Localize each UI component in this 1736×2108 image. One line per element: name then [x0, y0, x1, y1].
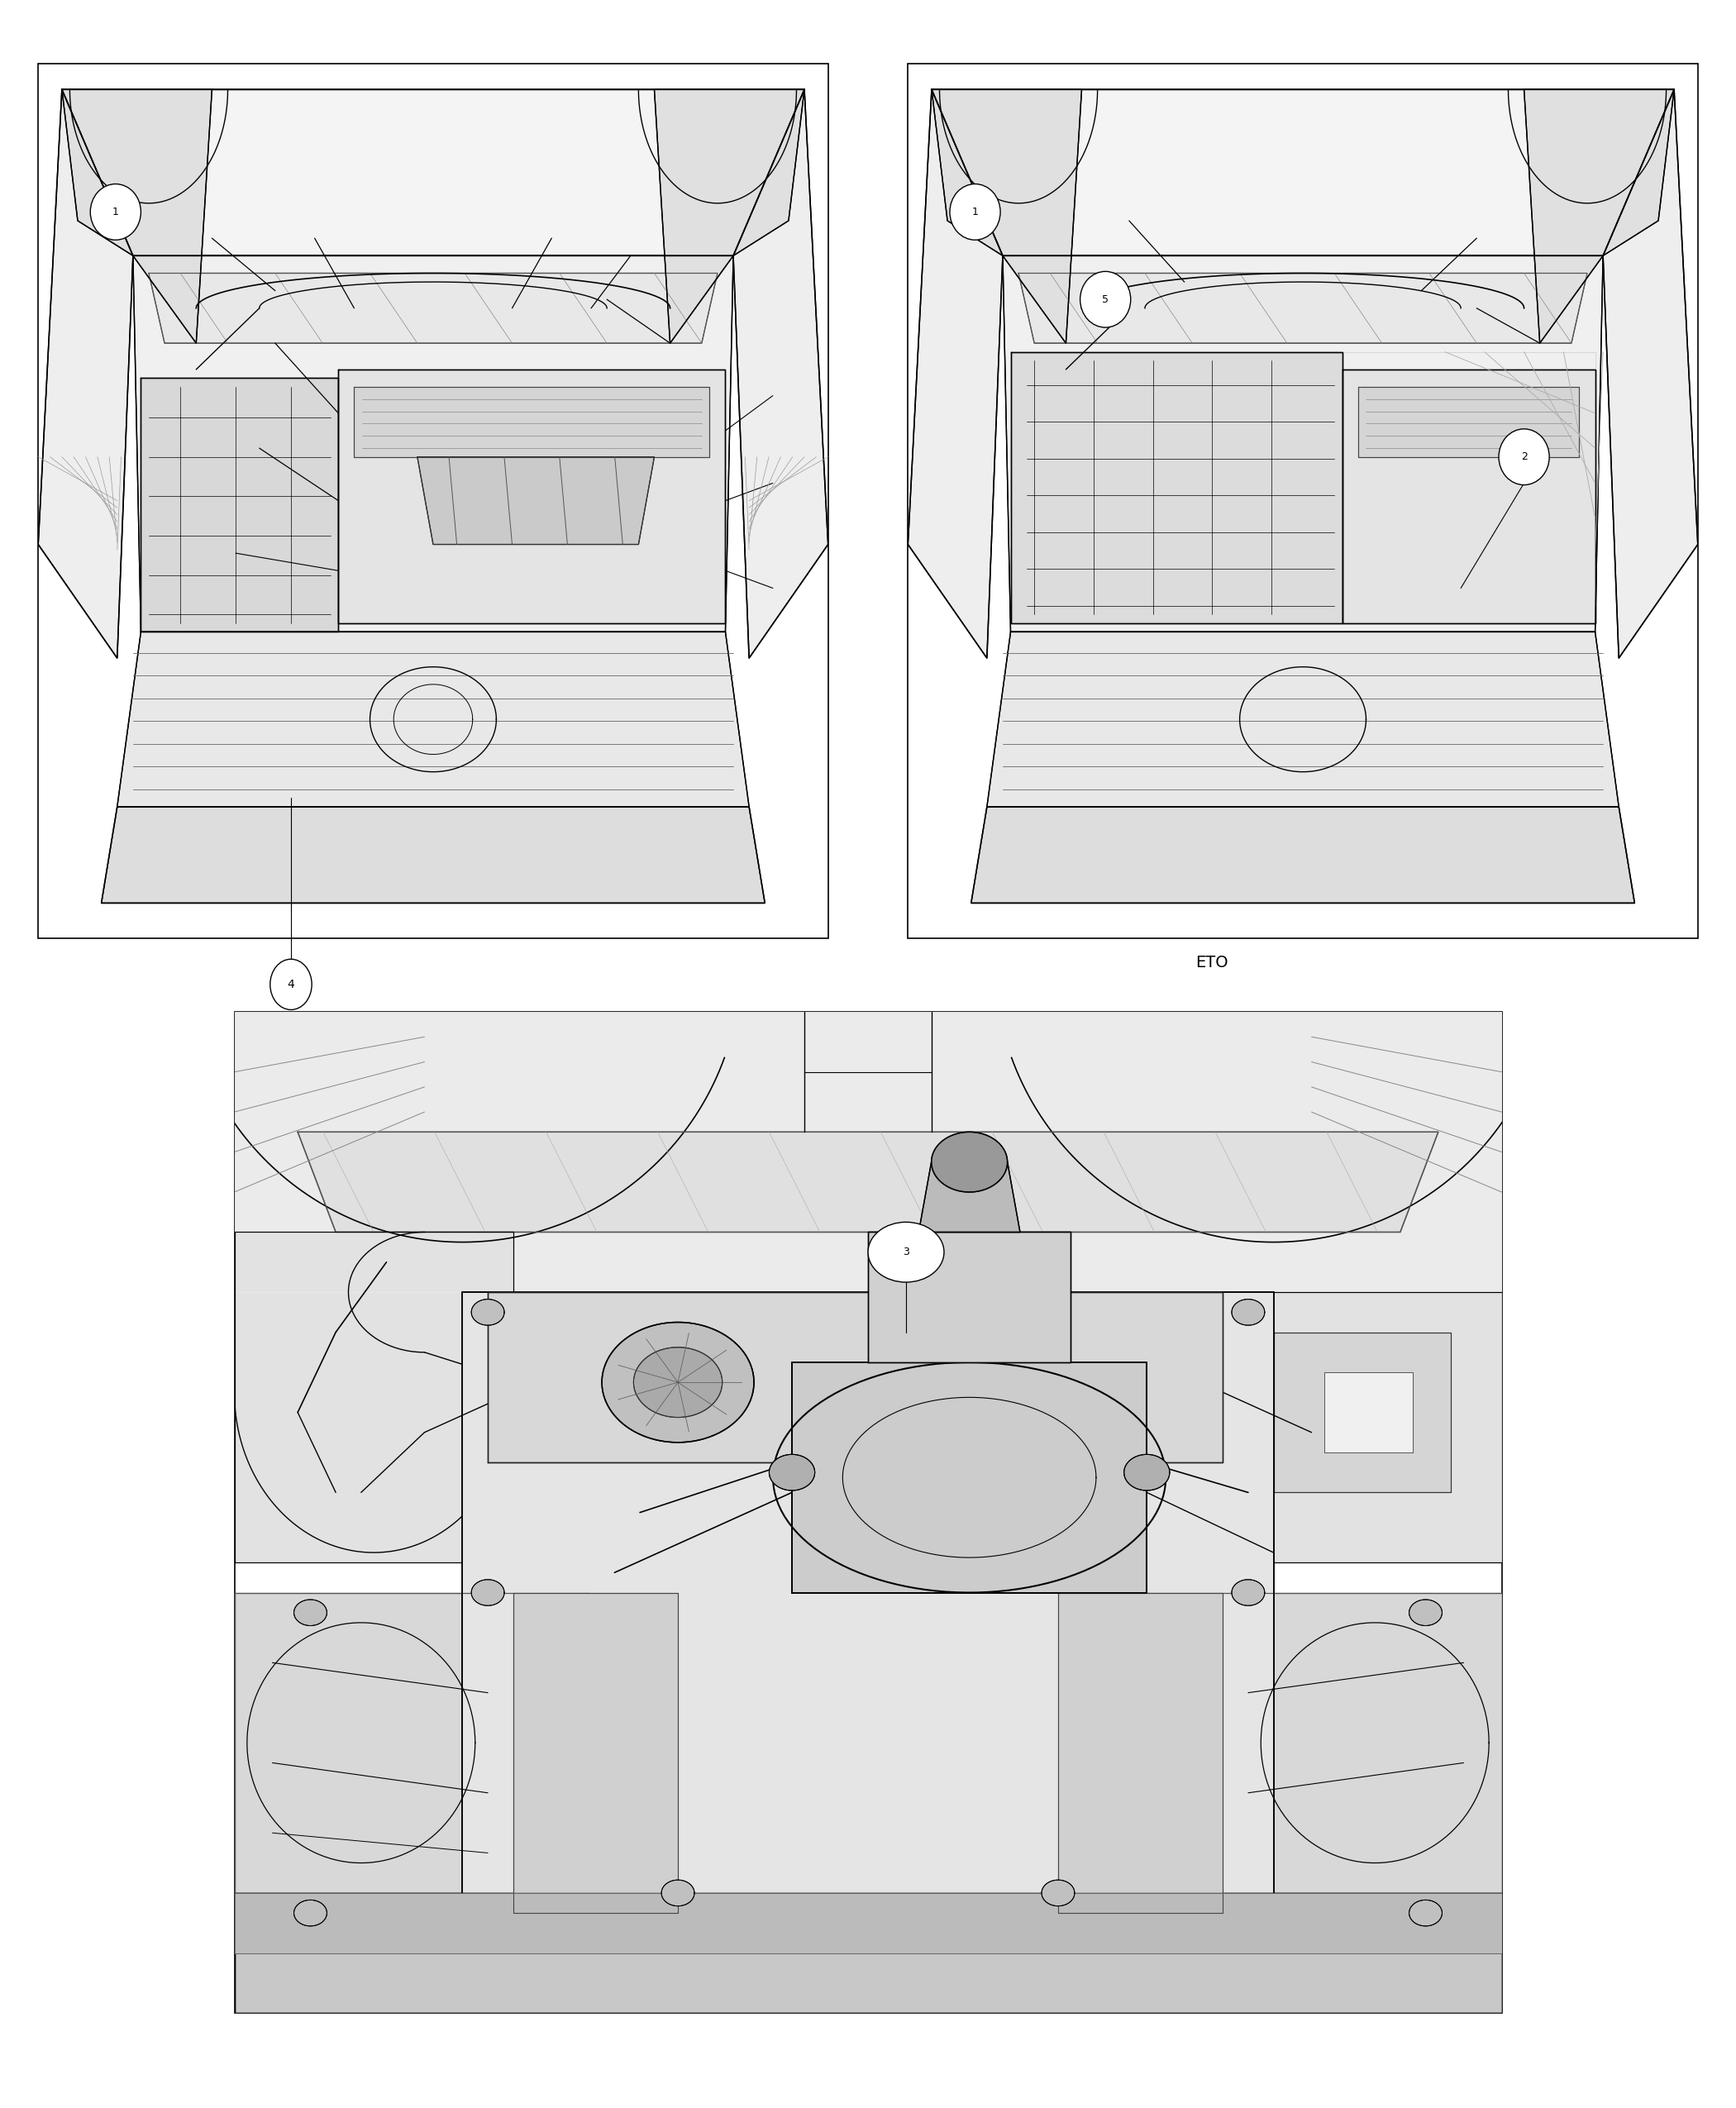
Polygon shape — [1342, 352, 1595, 624]
Polygon shape — [654, 89, 804, 344]
Circle shape — [1498, 428, 1549, 485]
Polygon shape — [661, 1880, 694, 1906]
Polygon shape — [234, 1231, 514, 1562]
Polygon shape — [134, 255, 733, 632]
Polygon shape — [141, 377, 339, 632]
Polygon shape — [417, 457, 654, 544]
Polygon shape — [354, 388, 710, 457]
Polygon shape — [299, 1132, 1437, 1231]
Polygon shape — [1010, 352, 1342, 624]
Polygon shape — [234, 1893, 1502, 1952]
Polygon shape — [488, 1292, 1222, 1463]
Polygon shape — [868, 1231, 1071, 1362]
Polygon shape — [234, 1594, 589, 1893]
Polygon shape — [932, 89, 1674, 255]
Polygon shape — [472, 1299, 503, 1326]
Polygon shape — [1325, 1372, 1413, 1452]
Polygon shape — [634, 1347, 722, 1417]
Polygon shape — [462, 1292, 1274, 1914]
Text: ETO: ETO — [1196, 955, 1227, 970]
Polygon shape — [1147, 1594, 1502, 1893]
Polygon shape — [118, 632, 750, 807]
Polygon shape — [339, 369, 726, 624]
Polygon shape — [293, 1600, 326, 1625]
Polygon shape — [234, 1012, 1502, 1292]
Polygon shape — [602, 1322, 753, 1442]
Polygon shape — [38, 89, 134, 658]
Bar — [38, 63, 828, 938]
Polygon shape — [514, 1594, 677, 1914]
Polygon shape — [1059, 1594, 1222, 1914]
Text: 2: 2 — [1521, 451, 1528, 462]
Text: 3: 3 — [903, 1246, 910, 1258]
Polygon shape — [1042, 1880, 1075, 1906]
Polygon shape — [932, 1132, 1007, 1191]
Polygon shape — [101, 807, 766, 902]
Polygon shape — [62, 89, 212, 344]
Polygon shape — [932, 89, 1082, 344]
Polygon shape — [986, 632, 1620, 807]
Text: 4: 4 — [288, 978, 295, 991]
Polygon shape — [1019, 274, 1587, 344]
Polygon shape — [1410, 1600, 1443, 1625]
Polygon shape — [792, 1362, 1147, 1594]
Text: 1: 1 — [113, 207, 118, 217]
Circle shape — [1080, 272, 1130, 327]
Polygon shape — [733, 89, 828, 658]
Polygon shape — [1410, 1899, 1443, 1927]
Polygon shape — [918, 1162, 1021, 1231]
Polygon shape — [234, 1893, 1502, 2013]
Polygon shape — [62, 89, 804, 255]
Polygon shape — [908, 89, 1003, 658]
Polygon shape — [1274, 1332, 1451, 1492]
Bar — [908, 63, 1698, 938]
Polygon shape — [1222, 1292, 1502, 1562]
Polygon shape — [472, 1579, 503, 1606]
Polygon shape — [149, 274, 717, 344]
Bar — [234, 1012, 1502, 2013]
Polygon shape — [1233, 1299, 1264, 1326]
Text: 5: 5 — [1102, 295, 1109, 306]
Polygon shape — [1123, 1455, 1170, 1490]
Polygon shape — [1358, 388, 1580, 457]
Polygon shape — [1003, 255, 1602, 632]
Polygon shape — [970, 807, 1635, 902]
Circle shape — [950, 183, 1000, 240]
Text: 1: 1 — [972, 207, 979, 217]
Circle shape — [271, 959, 312, 1010]
Polygon shape — [1524, 89, 1674, 344]
Circle shape — [868, 1223, 944, 1282]
Polygon shape — [769, 1455, 814, 1490]
Polygon shape — [1342, 369, 1595, 624]
Circle shape — [90, 183, 141, 240]
Polygon shape — [1233, 1579, 1264, 1606]
Polygon shape — [1602, 89, 1698, 658]
Polygon shape — [293, 1899, 326, 1927]
